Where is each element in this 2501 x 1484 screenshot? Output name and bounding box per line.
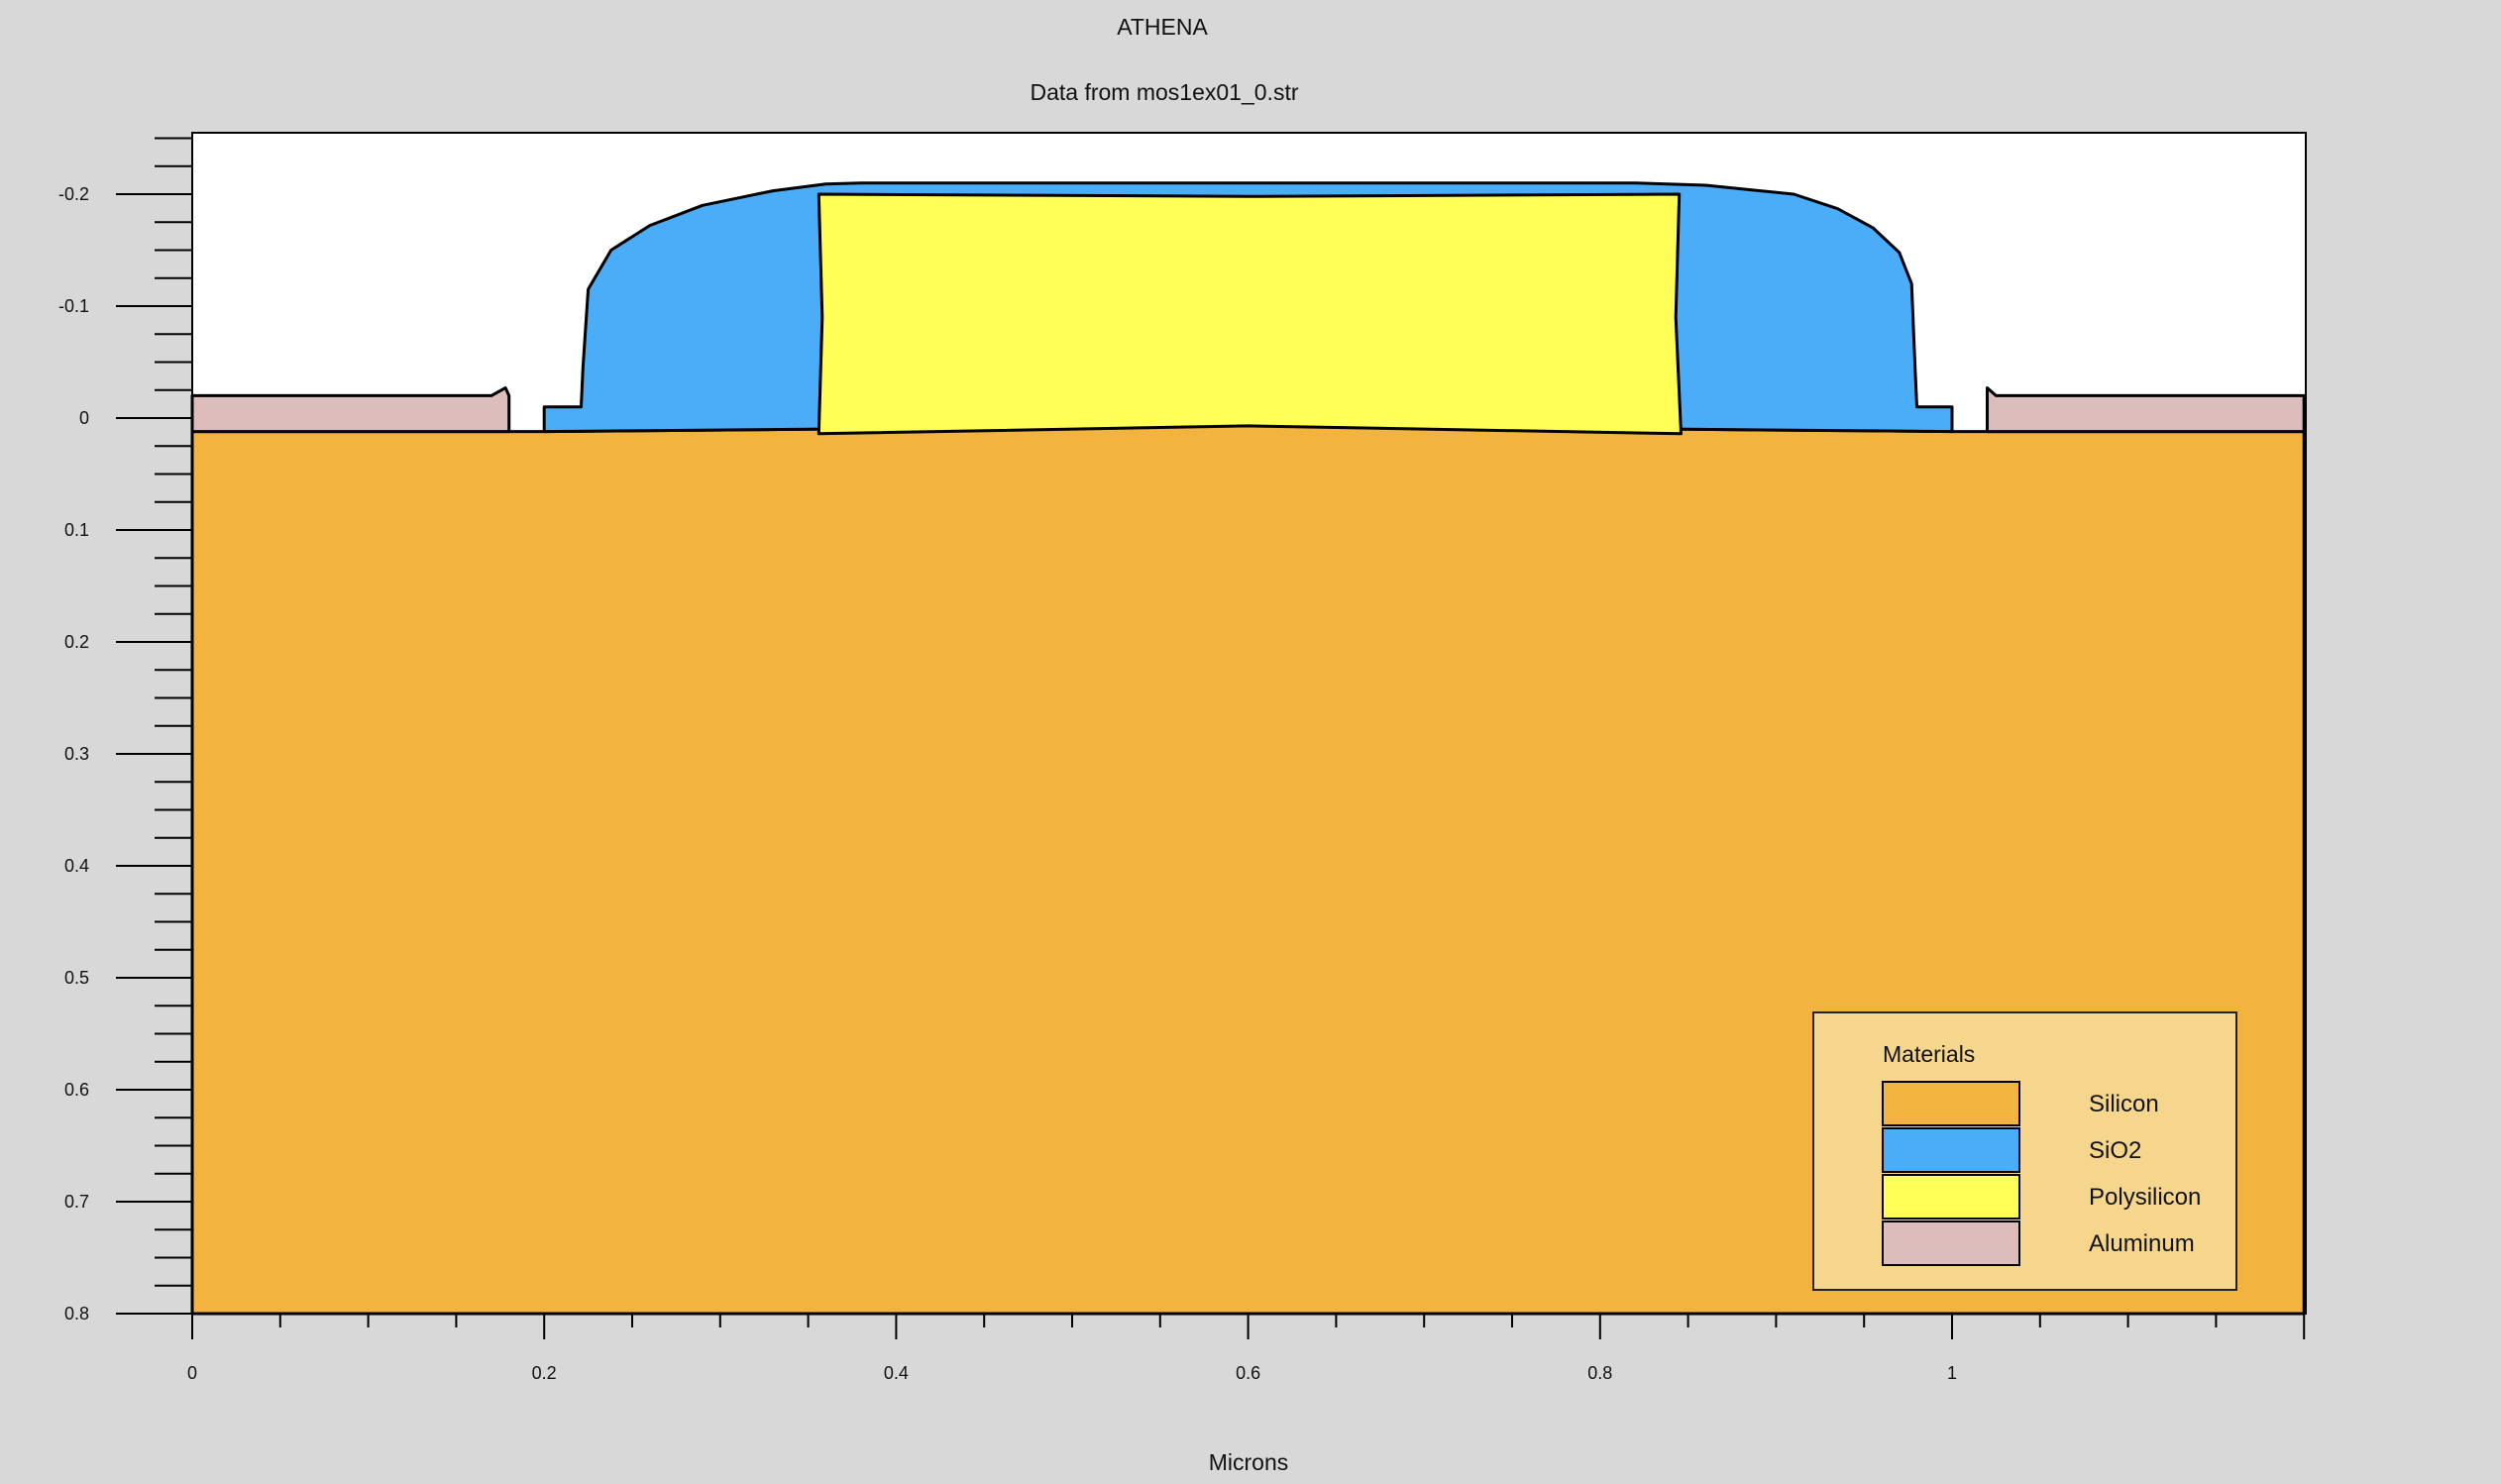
x-tick-label: 0.6 — [1236, 1363, 1260, 1383]
legend-label-sio2: SiO2 — [2089, 1137, 2141, 1164]
y-tick-label: 0.5 — [64, 968, 89, 988]
y-tick-label: 0.8 — [64, 1304, 89, 1324]
x-tick-label: 0.4 — [884, 1363, 909, 1383]
region-aluminum-3 — [190, 386, 511, 434]
material-regions — [190, 181, 2306, 1316]
y-tick-label: 0.1 — [64, 520, 89, 540]
plot-area — [190, 132, 2307, 1316]
region-polysilicon-2 — [816, 192, 1683, 436]
y-axis: -0.2 -0.1 0 0.1 0.2 0.3 0.4 0.5 0.6 0.7 0.8 — [58, 133, 193, 1324]
legend-title: Materials — [1883, 1041, 1975, 1067]
y-tick-label: 0 — [79, 408, 89, 428]
y-tick-label: 0.3 — [64, 744, 89, 764]
legend-swatch-sio2 — [1882, 1127, 2020, 1173]
region-aluminum-4 — [1986, 386, 2306, 434]
x-tick-label: 0 — [187, 1363, 197, 1383]
legend-label-polysilicon: Polysilicon — [2089, 1184, 2201, 1211]
y-tick-label: 0.7 — [64, 1192, 89, 1212]
legend-swatch-silicon — [1882, 1081, 2020, 1126]
chart-subtitle: Data from mos1ex01_0.str — [1030, 79, 1298, 105]
chart-title: ATHENA — [1117, 14, 1208, 40]
legend-swatch-polysilicon — [1882, 1174, 2020, 1219]
x-tick-label: 1 — [1947, 1363, 1957, 1383]
x-tick-label: 0.8 — [1587, 1363, 1612, 1383]
x-axis-label: Microns — [1209, 1449, 1289, 1475]
y-tick-label: -0.2 — [58, 184, 89, 204]
y-tick-label: 0.6 — [64, 1080, 89, 1100]
x-tick-label: 0.2 — [532, 1363, 557, 1383]
y-tick-label: -0.1 — [58, 296, 89, 316]
y-tick-label: 0.2 — [64, 632, 89, 652]
legend-label-aluminum: Aluminum — [2089, 1230, 2195, 1257]
legend-entries: Silicon SiO2 Polysilicon Aluminum — [1882, 1081, 2201, 1266]
x-axis: 0 0.2 0.4 0.6 0.8 1 — [187, 1313, 2306, 1383]
y-tick-label: 0.4 — [64, 856, 89, 876]
legend-label-silicon: Silicon — [2089, 1091, 2159, 1117]
legend-swatch-aluminum — [1882, 1220, 2020, 1266]
legend: Materials Silicon SiO2 Polysilicon Aluminum — [1812, 1011, 2237, 1291]
